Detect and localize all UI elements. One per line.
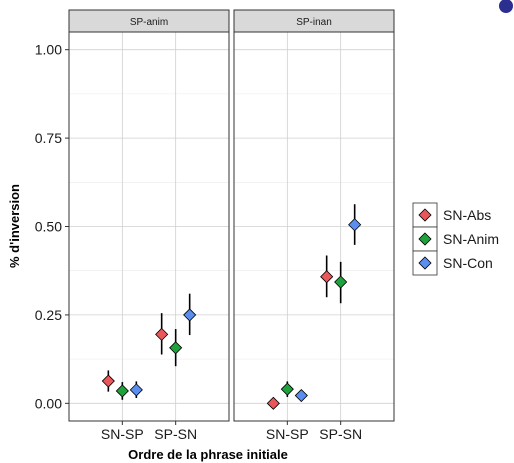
y-tick-label: 0.50: [35, 219, 62, 235]
legend-key-sn-abs: [418, 208, 432, 222]
data-point-sn-abs: [101, 374, 115, 388]
y-tick-label: 0.75: [35, 130, 62, 146]
plot-panels: SP-anim SN-SP SP-SN SP-inan SN-SP SP-SN: [68, 9, 395, 442]
y-tick-label: 1.00: [35, 42, 62, 58]
data-point-sn-abs: [155, 327, 169, 341]
y-axis: 0.00 0.25 0.50 0.75 1.00: [35, 42, 69, 411]
legend-label: SN-Anim: [443, 231, 499, 247]
x-tick-label: SP-SN: [319, 426, 362, 442]
data-point-sn-con: [129, 383, 143, 397]
data-point-sn-anim: [115, 384, 129, 398]
x-tick-label: SN-SP: [101, 426, 144, 442]
data-point-sn-con: [348, 218, 362, 232]
facet-panel-sp-anim: SP-anim SN-SP SP-SN: [68, 9, 230, 442]
data-point-sn-con: [294, 388, 308, 403]
x-tick-label: SP-SN: [154, 426, 197, 442]
legend-label: SN-Abs: [443, 207, 491, 223]
legend-key-sn-anim: [418, 232, 432, 246]
legend: SN-Abs SN-Anim SN-Con: [412, 202, 499, 276]
facet-strip-label: SP-anim: [130, 17, 168, 28]
y-axis-title: % d'inversion: [7, 184, 22, 268]
data-point-sn-con: [183, 308, 197, 322]
y-tick-label: 0.00: [35, 395, 62, 411]
y-tick-label: 0.25: [35, 307, 62, 323]
legend-key-sn-con: [418, 256, 432, 270]
data-point-sn-anim: [280, 382, 294, 396]
facet-panel-sp-inan: SP-inan SN-SP SP-SN: [233, 9, 395, 442]
x-axis-title: Ordre de la phrase initiale: [128, 447, 288, 462]
x-tick-label: SN-SP: [266, 426, 309, 442]
facet-strip-label: SP-inan: [296, 17, 332, 28]
panel-border: [233, 31, 395, 422]
data-point-sn-anim: [169, 341, 183, 355]
legend-label: SN-Con: [443, 255, 493, 271]
corner-marker-icon: [499, 0, 513, 13]
data-point-sn-anim: [334, 275, 348, 289]
data-point-sn-abs: [266, 396, 280, 410]
data-point-sn-abs: [320, 270, 334, 284]
